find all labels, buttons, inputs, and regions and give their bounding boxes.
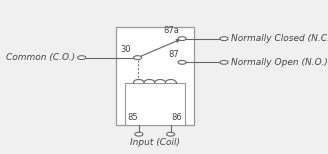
- Circle shape: [133, 56, 142, 59]
- Circle shape: [220, 61, 228, 64]
- Text: Normally Open (N.O.): Normally Open (N.O.): [231, 58, 327, 67]
- Bar: [116, 27, 194, 125]
- Circle shape: [78, 56, 86, 59]
- Circle shape: [178, 37, 186, 41]
- Circle shape: [178, 61, 186, 64]
- Text: 86: 86: [171, 113, 182, 122]
- Text: Common (C.O.): Common (C.O.): [6, 53, 75, 62]
- Text: Input (Coil): Input (Coil): [130, 138, 180, 147]
- Circle shape: [167, 132, 175, 136]
- Bar: [125, 83, 185, 125]
- Circle shape: [135, 132, 143, 136]
- Circle shape: [220, 37, 228, 41]
- Text: 85: 85: [127, 113, 138, 122]
- Text: 87a: 87a: [164, 26, 179, 35]
- Text: Normally Closed (N.C.): Normally Closed (N.C.): [231, 34, 328, 43]
- Text: 30: 30: [120, 45, 131, 54]
- Text: 87: 87: [169, 50, 179, 59]
